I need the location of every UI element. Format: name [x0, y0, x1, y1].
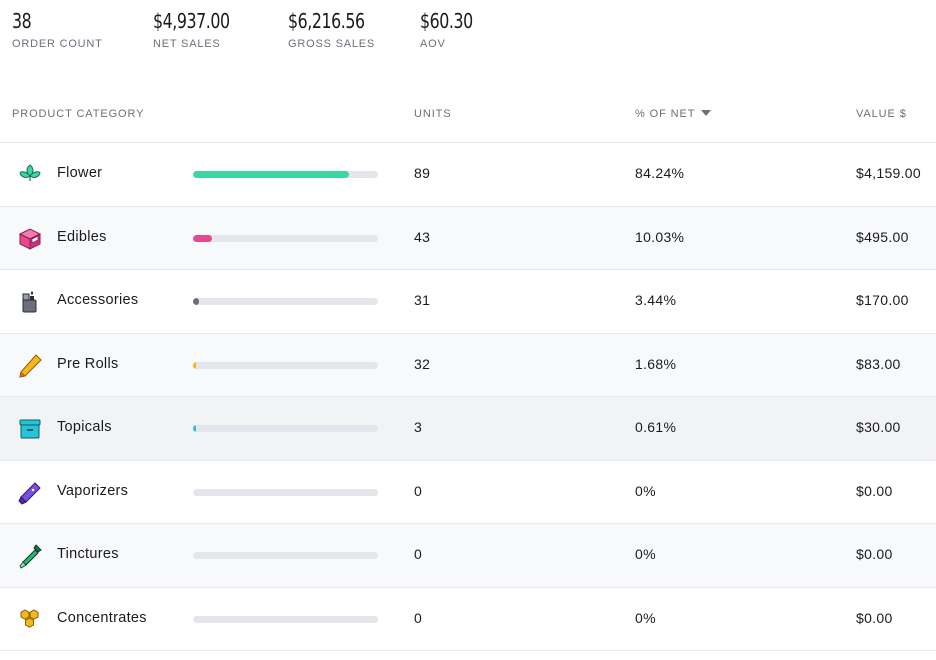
units-value: 89 [414, 165, 431, 181]
table-row[interactable]: Topicals 3 0.61% $30.00 [0, 397, 936, 461]
stat-order-count: 38 ORDER COUNT [12, 8, 103, 50]
share-bar-fill [193, 425, 196, 432]
table-row[interactable]: Accessories 31 3.44% $170.00 [0, 270, 936, 334]
stat-label: GROSS SALES [288, 38, 376, 50]
category-name: Pre Rolls [57, 355, 119, 372]
pct-of-net-value: 0% [635, 482, 656, 499]
units-value: 3 [414, 419, 423, 435]
value-amount: $4,159.00 [856, 165, 921, 181]
category-table-body: Flower 89 84.24% $4,159.00 Edibles 43 10… [0, 143, 936, 651]
table-row[interactable]: Tinctures 0 0% $0.00 [0, 524, 936, 588]
value-amount: $0.00 [856, 609, 893, 626]
stat-value: $4,937.00 [153, 9, 230, 33]
stat-value: $6,216.56 [288, 9, 365, 33]
share-bar [193, 234, 378, 242]
units-value: 0 [414, 482, 423, 499]
share-bar [193, 298, 378, 305]
flower-icon [16, 161, 44, 189]
category-name: Flower [57, 165, 103, 181]
table-row[interactable]: Vaporizers 0 0% $0.00 [0, 461, 936, 524]
units-value: 43 [414, 228, 431, 245]
stat-label: NET SALES [153, 38, 221, 50]
table-row[interactable]: Pre Rolls 32 1.68% $83.00 [0, 333, 936, 397]
table-row[interactable]: Concentrates 0 0% $0.00 [0, 588, 936, 651]
column-header-label: % OF NET [635, 108, 696, 120]
column-header-category[interactable]: PRODUCT CATEGORY [12, 108, 145, 120]
accessories-icon [16, 288, 44, 316]
tinctures-icon [16, 542, 44, 570]
column-header-value[interactable]: VALUE $ [856, 108, 907, 120]
share-bar [193, 171, 378, 178]
stat-label: AOV [420, 38, 446, 50]
stat-net-sales: $4,937.00 NET SALES [153, 8, 240, 50]
concentrates-icon [16, 606, 44, 634]
units-value: 0 [414, 546, 423, 562]
share-bar [193, 615, 378, 623]
stat-aov: $60.30 AOV [420, 8, 480, 50]
sort-descending-icon [701, 110, 712, 116]
units-value: 31 [414, 292, 431, 308]
pct-of-net-value: 84.24% [635, 165, 685, 181]
share-bar-fill [193, 361, 197, 369]
category-name: Topicals [57, 419, 112, 435]
category-name: Concentrates [57, 609, 147, 626]
category-name: Edibles [57, 228, 107, 245]
units-value: 32 [414, 355, 431, 372]
units-value: 0 [414, 609, 423, 626]
value-amount: $0.00 [856, 482, 893, 499]
share-bar-fill [193, 171, 349, 178]
share-bar [193, 552, 378, 559]
value-amount: $30.00 [856, 419, 901, 435]
stat-value: $60.30 [420, 9, 473, 33]
share-bar [193, 361, 378, 369]
pct-of-net-value: 1.68% [635, 355, 677, 372]
vaporizers-icon [16, 479, 44, 507]
stat-label: ORDER COUNT [12, 38, 103, 50]
pct-of-net-value: 3.44% [635, 292, 677, 308]
table-header: PRODUCT CATEGORY UNITS % OF NET VALUE $ [0, 94, 936, 143]
pct-of-net-value: 0.61% [635, 419, 677, 435]
stat-gross-sales: $6,216.56 GROSS SALES [288, 8, 375, 50]
share-bar-fill [193, 298, 200, 305]
pct-of-net-value: 10.03% [635, 228, 685, 245]
pre-rolls-icon [16, 352, 44, 380]
topicals-icon [16, 415, 44, 443]
value-amount: $495.00 [856, 228, 909, 245]
value-amount: $0.00 [856, 546, 893, 562]
edibles-icon [16, 225, 44, 253]
column-header-units[interactable]: UNITS [414, 108, 452, 120]
category-name: Tinctures [57, 546, 119, 562]
value-amount: $170.00 [856, 292, 909, 308]
share-bar-fill [193, 234, 212, 242]
summary-stats: 38 ORDER COUNT $4,937.00 NET SALES $6,21… [0, 0, 936, 80]
value-amount: $83.00 [856, 355, 901, 372]
table-row[interactable]: Edibles 43 10.03% $495.00 [0, 206, 936, 270]
table-row[interactable]: Flower 89 84.24% $4,159.00 [0, 143, 936, 207]
share-bar [193, 425, 378, 432]
stat-value: 38 [12, 9, 32, 33]
column-header-pct-of-net[interactable]: % OF NET [635, 108, 712, 120]
pct-of-net-value: 0% [635, 609, 656, 626]
share-bar [193, 488, 378, 496]
category-name: Accessories [57, 292, 139, 308]
category-name: Vaporizers [57, 482, 129, 499]
pct-of-net-value: 0% [635, 546, 656, 562]
